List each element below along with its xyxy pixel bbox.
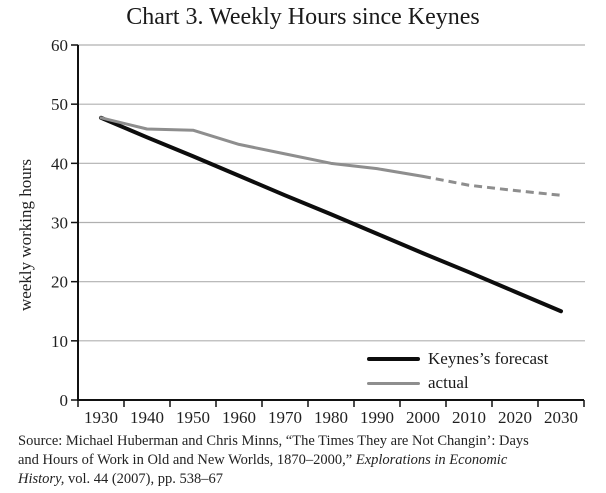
x-tick-label: 1990 [360,408,394,427]
x-tick-label: 2030 [544,408,578,427]
x-tick-label: 1940 [130,408,164,427]
y-tick-label: 60 [51,36,68,55]
x-tick-label: 1970 [268,408,302,427]
source-line-2: and Hours of Work in Old and New Worlds,… [18,452,508,468]
x-tick-label: 2010 [452,408,486,427]
x-tick-label: 1930 [84,408,118,427]
source-line-1: Source: Michael Huberman and Chris Minns… [18,433,529,449]
chart-title: Chart 3. Weekly Hours since Keynes [126,4,480,30]
y-tick-label: 30 [51,214,68,233]
y-tick-label: 40 [51,154,68,173]
actual-line-dashed [422,174,562,197]
x-tick-label: 1950 [176,408,210,427]
legend-label-actual: actual [428,373,469,392]
x-tick-label: 2000 [406,408,440,427]
y-tick-label: 0 [60,391,69,410]
legend-item-keynes-forecast: Keynes’s forecast [367,347,548,371]
actual-line-swatch [367,381,420,385]
chart-legend: Keynes’s forecast actual [367,347,548,395]
legend-item-actual: actual [367,371,548,395]
legend-label-keynes-forecast: Keynes’s forecast [428,349,549,368]
source-line-3: History, vol. 44 (2007), pp. 538–67 [18,471,224,487]
actual-line-solid [99,116,425,178]
source-note: Source: Michael Huberman and Chris Minns… [18,432,584,489]
x-tick-label: 1980 [314,408,348,427]
keynes-forecast-line [99,115,563,314]
y-tick-label: 50 [51,95,68,114]
x-tick-label: 1960 [222,408,256,427]
y-tick-label: 20 [51,273,68,292]
x-tick-label: 2020 [498,408,532,427]
keynes-forecast-line-swatch [367,357,420,361]
y-tick-label: 10 [51,332,68,351]
